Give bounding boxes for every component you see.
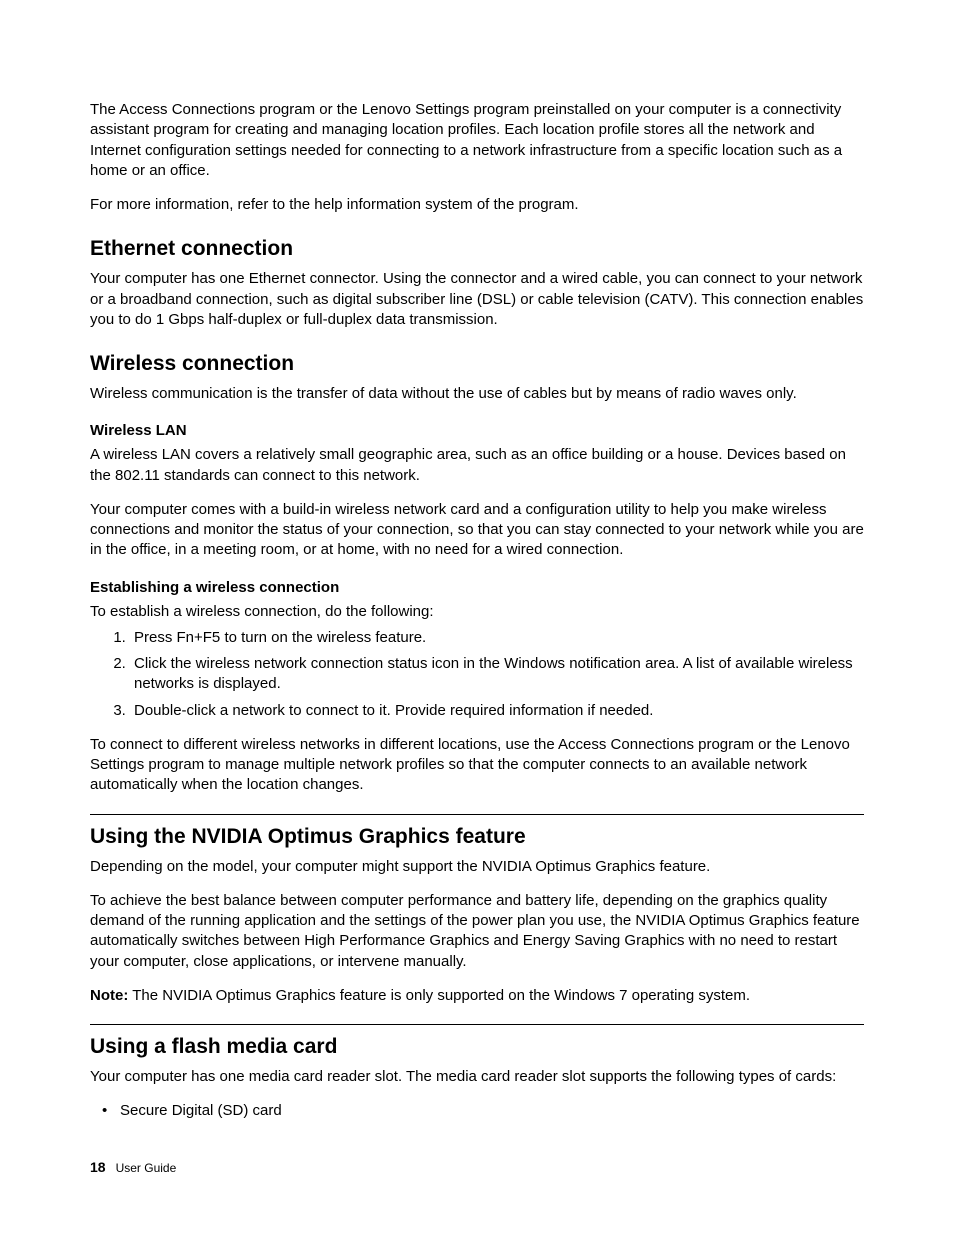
note-text: The NVIDIA Optimus Graphics feature is o…: [128, 987, 750, 1004]
nvidia-note: Note: The NVIDIA Optimus Graphics featur…: [90, 986, 864, 1006]
ethernet-heading: Ethernet connection: [90, 237, 864, 261]
establish-steps-list: Press Fn+F5 to turn on the wireless feat…: [90, 628, 864, 721]
establish-step: Press Fn+F5 to turn on the wireless feat…: [130, 628, 864, 648]
wireless-lan-p1: A wireless LAN covers a relatively small…: [90, 445, 864, 486]
nvidia-p1: Depending on the model, your computer mi…: [90, 857, 864, 877]
establish-outro: To connect to different wireless network…: [90, 735, 864, 796]
wireless-paragraph: Wireless communication is the transfer o…: [90, 384, 864, 404]
document-page: The Access Connections program or the Le…: [0, 0, 954, 1235]
flash-bullet-item: Secure Digital (SD) card: [106, 1101, 864, 1121]
note-label: Note:: [90, 987, 128, 1004]
nvidia-heading: Using the NVIDIA Optimus Graphics featur…: [90, 825, 864, 849]
wireless-lan-heading: Wireless LAN: [90, 422, 864, 439]
flash-bullet-list: Secure Digital (SD) card: [90, 1101, 864, 1121]
establish-step: Double-click a network to connect to it.…: [130, 701, 864, 721]
nvidia-p2: To achieve the best balance between comp…: [90, 891, 864, 972]
intro-paragraph-2: For more information, refer to the help …: [90, 195, 864, 215]
wireless-lan-p2: Your computer comes with a build-in wire…: [90, 500, 864, 561]
establish-step: Click the wireless network connection st…: [130, 654, 864, 695]
doc-title: User Guide: [116, 1161, 177, 1175]
flash-p1: Your computer has one media card reader …: [90, 1067, 864, 1087]
intro-paragraph-1: The Access Connections program or the Le…: [90, 100, 864, 181]
wireless-heading: Wireless connection: [90, 352, 864, 376]
establish-heading: Establishing a wireless connection: [90, 579, 864, 596]
page-footer: 18 User Guide: [90, 1159, 176, 1175]
establish-intro: To establish a wireless connection, do t…: [90, 602, 864, 622]
section-divider: Using the NVIDIA Optimus Graphics featur…: [90, 814, 864, 849]
page-number: 18: [90, 1159, 106, 1175]
flash-heading: Using a flash media card: [90, 1035, 864, 1059]
section-divider: Using a flash media card: [90, 1024, 864, 1059]
ethernet-paragraph: Your computer has one Ethernet connector…: [90, 269, 864, 330]
